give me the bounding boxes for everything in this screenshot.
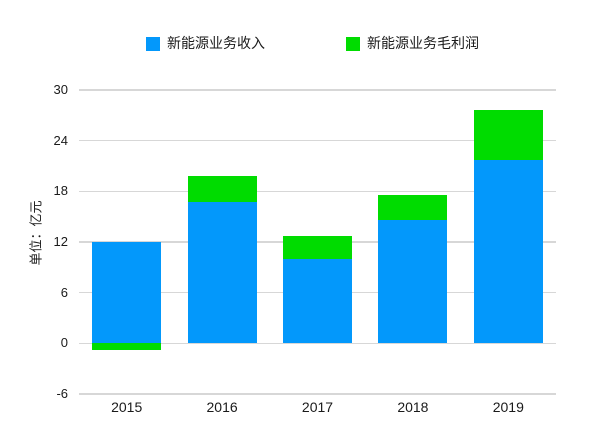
y-tick-label: 6 — [60, 284, 68, 300]
x-tick-label-2018: 2018 — [397, 399, 429, 415]
y-tick-label: 0 — [60, 335, 68, 351]
bar-revenue-2018[interactable] — [378, 220, 448, 344]
bar-gross-profit-2016[interactable] — [187, 176, 257, 203]
y-tick-label: -6 — [56, 386, 68, 401]
bar-gross-profit-2018[interactable] — [378, 194, 448, 221]
bar-gross-profit-2015[interactable] — [92, 343, 162, 351]
y-tick-label: 18 — [53, 183, 68, 199]
x-tick-label-2017: 2017 — [301, 399, 334, 415]
bar-revenue-2015[interactable] — [92, 242, 162, 344]
gridline-y-30 — [79, 89, 556, 91]
x-tick-label-2019: 2019 — [492, 399, 524, 415]
y-tick-label: 12 — [53, 234, 68, 249]
legend-item-1: 新能源业务毛利润 — [346, 36, 479, 51]
y-tick-label: 24 — [53, 132, 68, 148]
bar-revenue-2016[interactable] — [187, 202, 257, 344]
legend-label: 新能源业务毛利润 — [367, 35, 479, 51]
bar-gross-profit-2017[interactable] — [283, 236, 352, 259]
chart-legend: 新能源业务收入 新能源业务毛利润 — [146, 36, 479, 51]
bar-gross-profit-2019[interactable] — [473, 110, 543, 161]
legend-label: 新能源业务收入 — [167, 35, 265, 51]
legend-swatch-icon — [146, 36, 160, 51]
gridline-y--6 — [79, 393, 556, 395]
legend-swatch-icon — [346, 36, 360, 51]
y-tick-label: 30 — [53, 82, 68, 97]
bar-revenue-2019[interactable] — [473, 160, 543, 344]
gridline-y-24 — [79, 139, 556, 142]
x-tick-label-2016: 2016 — [206, 399, 238, 415]
legend-item-0: 新能源业务收入 — [146, 36, 265, 51]
gridline-y-18 — [79, 190, 556, 193]
gridline-y-0 — [79, 342, 556, 345]
bar-revenue-2017[interactable] — [283, 258, 352, 344]
x-tick-label-2015: 2015 — [111, 399, 143, 415]
